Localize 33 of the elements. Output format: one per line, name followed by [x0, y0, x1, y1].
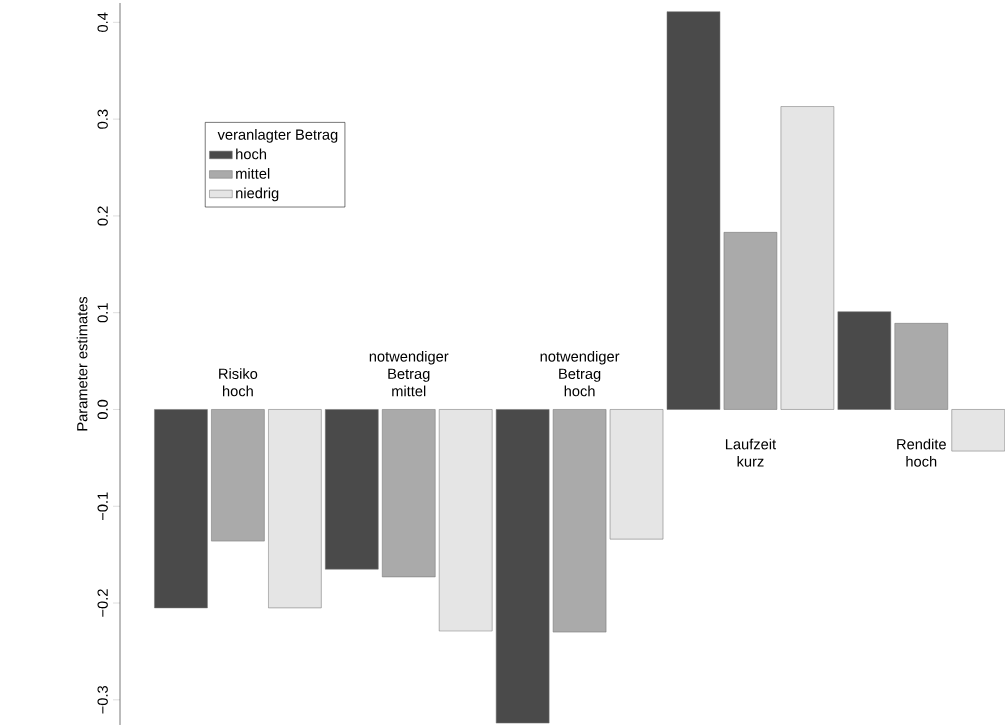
legend-title: veranlagter Betrag	[217, 129, 338, 143]
y-tick-label: −0.2	[97, 589, 108, 617]
x-tick-label: notwendiger Betrag mittel	[369, 350, 449, 397]
bar	[495, 409, 550, 724]
bar	[154, 409, 208, 609]
x-tick-label: Rendite hoch	[897, 438, 946, 467]
y-tick-label: 0.2	[97, 206, 108, 226]
bar	[381, 409, 436, 578]
y-tick-label: 0.0	[97, 399, 108, 420]
bar	[666, 11, 721, 410]
legend-label: mittel	[236, 168, 270, 179]
bar	[325, 409, 379, 570]
bar	[780, 106, 835, 410]
legend-label: niedrig	[236, 187, 279, 202]
y-tick-label: 0.4	[97, 12, 108, 32]
bar	[894, 323, 949, 410]
y-tick-label: 0.1	[97, 303, 108, 323]
bar	[552, 409, 607, 633]
y-tick-label: −0.3	[97, 685, 108, 714]
legend-label: hoch	[236, 148, 267, 160]
y-axis-title: Parameter estimates	[76, 296, 88, 431]
y-tick-label: 0.3	[97, 109, 108, 129]
bar	[211, 409, 265, 542]
bar	[951, 409, 1005, 452]
bar	[609, 409, 664, 540]
y-tick-label: −0.1	[97, 492, 108, 520]
bar	[837, 311, 892, 410]
bar	[268, 409, 322, 609]
bar	[723, 232, 778, 410]
x-tick-label: Laufzeit kurz	[725, 438, 777, 467]
x-tick-label: Risiko hoch	[219, 368, 258, 397]
bar	[438, 409, 493, 632]
x-tick-label: notwendiger Betrag hoch	[540, 350, 620, 397]
